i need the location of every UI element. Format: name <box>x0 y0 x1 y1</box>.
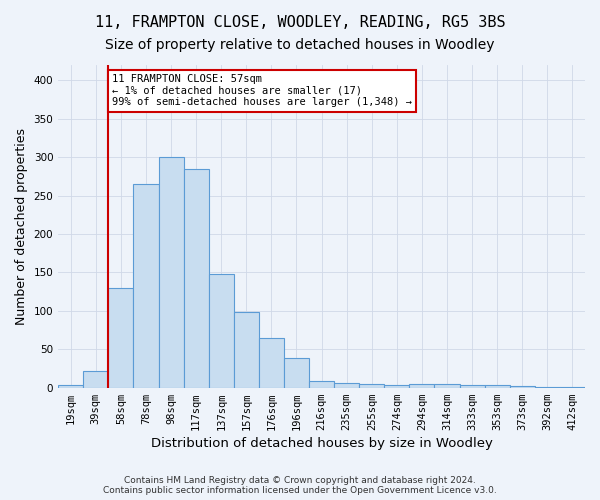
Bar <box>359 384 385 388</box>
Y-axis label: Number of detached properties: Number of detached properties <box>15 128 28 325</box>
Bar <box>334 383 359 388</box>
Bar <box>409 384 434 388</box>
Bar <box>133 184 158 388</box>
Bar <box>83 371 109 388</box>
Bar <box>158 157 184 388</box>
Bar <box>535 387 560 388</box>
Text: 11, FRAMPTON CLOSE, WOODLEY, READING, RG5 3BS: 11, FRAMPTON CLOSE, WOODLEY, READING, RG… <box>95 15 505 30</box>
Bar <box>234 312 259 388</box>
Bar <box>309 381 334 388</box>
Text: Size of property relative to detached houses in Woodley: Size of property relative to detached ho… <box>105 38 495 52</box>
Bar <box>560 387 585 388</box>
Bar <box>485 386 510 388</box>
Bar <box>460 386 485 388</box>
X-axis label: Distribution of detached houses by size in Woodley: Distribution of detached houses by size … <box>151 437 493 450</box>
Bar <box>184 168 209 388</box>
Bar <box>58 386 83 388</box>
Bar <box>259 338 284 388</box>
Bar <box>284 358 309 388</box>
Bar <box>109 288 133 388</box>
Bar <box>385 384 409 388</box>
Bar <box>434 384 460 388</box>
Text: Contains HM Land Registry data © Crown copyright and database right 2024.
Contai: Contains HM Land Registry data © Crown c… <box>103 476 497 495</box>
Bar <box>209 274 234 388</box>
Text: 11 FRAMPTON CLOSE: 57sqm
← 1% of detached houses are smaller (17)
99% of semi-de: 11 FRAMPTON CLOSE: 57sqm ← 1% of detache… <box>112 74 412 108</box>
Bar <box>510 386 535 388</box>
